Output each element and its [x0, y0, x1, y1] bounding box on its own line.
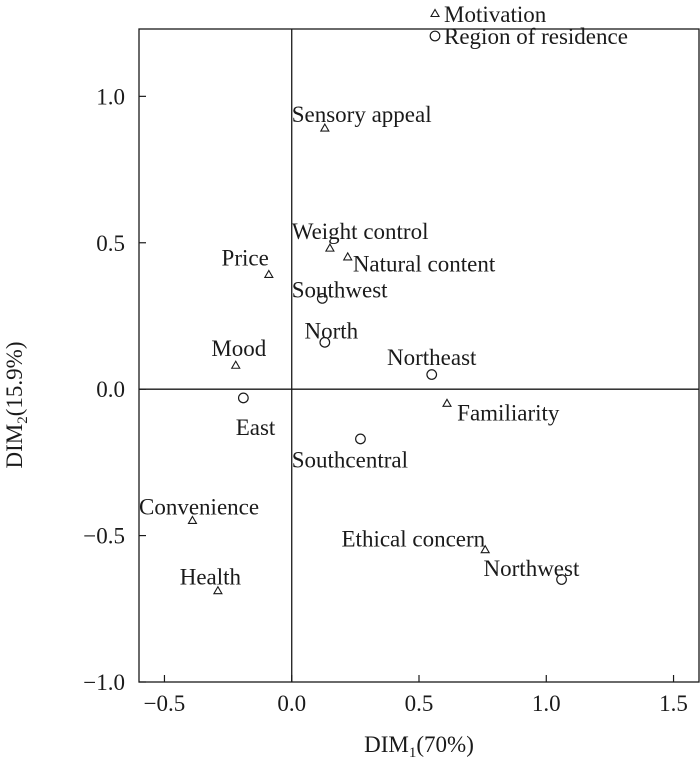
point-southwest — [316, 292, 328, 304]
legend-label-motivation: Motivation — [444, 2, 547, 27]
point-label-north: North — [304, 319, 358, 344]
x-tick-label: 0.5 — [405, 691, 434, 716]
y-tick-label: 0.0 — [96, 377, 125, 402]
x-tick-label: 1.5 — [659, 691, 688, 716]
point-label-southcentral: Southcentral — [292, 447, 408, 472]
y-tick-label: −1.0 — [83, 670, 125, 695]
point-label-southwest: Southwest — [292, 278, 388, 303]
series-motivation: Sensory appeal Weight control Natural cont… — [139, 102, 560, 595]
x-axis: −0.5 0.0 0.5 1.0 1.5 — [144, 675, 688, 716]
point-ethical-concern — [480, 544, 491, 554]
reference-lines — [139, 29, 699, 682]
point-southcentral — [355, 433, 366, 445]
point-label-price: Price — [222, 245, 269, 270]
point-label-sensory-appeal: Sensory appeal — [292, 102, 432, 127]
point-northwest — [556, 574, 567, 585]
point-label-convenience: Convenience — [139, 494, 259, 519]
x-tick-label: 0.0 — [277, 691, 306, 716]
y-axis-title: DIM2(15.9%) — [2, 342, 31, 469]
point-label-east: East — [236, 415, 276, 440]
x-tick-label: −0.5 — [144, 691, 186, 716]
point-price — [263, 269, 274, 279]
point-label-ethical-concern: Ethical concern — [342, 527, 486, 552]
y-tick-label: 0.5 — [96, 231, 125, 256]
point-label-weight-control: Weight control — [292, 219, 429, 244]
legend-marker-region-of-residence — [429, 30, 441, 42]
point-familiarity — [442, 398, 452, 407]
point-label-mood: Mood — [211, 336, 266, 361]
point-natural-content — [342, 251, 353, 261]
x-axis-title: DIM1(70%) — [364, 732, 474, 761]
point-weight-control — [324, 243, 335, 252]
data-points: Sensory appeal Weight control Natural cont… — [139, 102, 580, 595]
point-northeast — [426, 369, 438, 380]
point-label-familiarity: Familiarity — [457, 401, 560, 426]
point-label-northeast: Northeast — [387, 345, 477, 370]
y-tick-label: 1.0 — [96, 84, 125, 109]
legend-label-region-of-residence: Region of residence — [444, 24, 628, 49]
point-convenience — [187, 515, 198, 524]
x-tick-label: 1.0 — [532, 691, 561, 716]
point-sensory-appeal — [319, 122, 330, 132]
point-north — [319, 336, 331, 348]
point-label-northwest: Northwest — [484, 556, 580, 581]
point-mood — [230, 360, 241, 369]
y-axis: 1.0 0.5 0.0 −0.5 −1.0 — [83, 84, 146, 695]
y-tick-label: −0.5 — [83, 524, 125, 549]
point-label-health: Health — [180, 565, 242, 590]
point-label-natural-content: Natural content — [353, 251, 496, 276]
point-health — [212, 585, 223, 595]
legend-marker-motivation — [430, 8, 440, 18]
series-region-of-residence: Southwest North Northeast East Southcentral N… — [236, 278, 580, 585]
point-east — [237, 392, 249, 404]
